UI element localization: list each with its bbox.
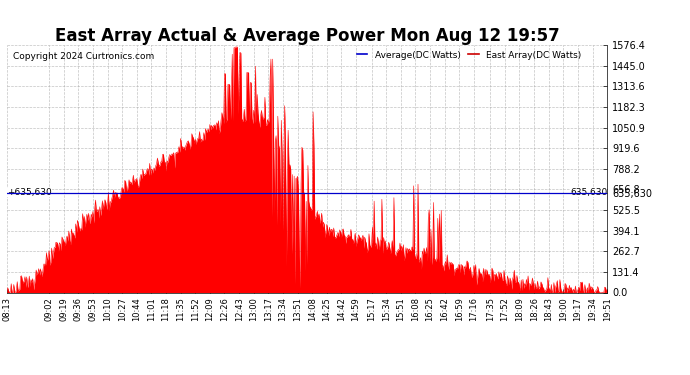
Legend: Average(DC Watts), East Array(DC Watts): Average(DC Watts), East Array(DC Watts) (353, 47, 584, 63)
Text: Copyright 2024 Curtronics.com: Copyright 2024 Curtronics.com (13, 53, 154, 62)
Text: +635,630: +635,630 (7, 188, 52, 197)
Text: 635,630: 635,630 (570, 188, 607, 197)
Title: East Array Actual & Average Power Mon Aug 12 19:57: East Array Actual & Average Power Mon Au… (55, 27, 560, 45)
